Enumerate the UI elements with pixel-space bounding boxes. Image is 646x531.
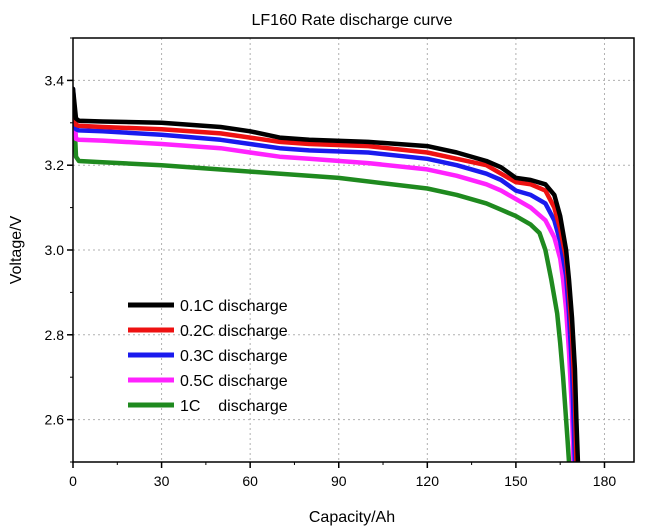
x-tick-label: 150 <box>504 473 528 489</box>
y-axis-title: Voltage/V <box>8 215 25 284</box>
legend-label: 0.3C discharge <box>180 348 288 365</box>
y-tick-label: 2.6 <box>45 412 65 428</box>
legend-label: 0.2C discharge <box>180 323 288 340</box>
y-tick-label: 3.4 <box>45 72 65 88</box>
legend: 0.1C discharge 0.2C discharge 0.3C dischar… <box>128 298 288 415</box>
grid-lines <box>73 38 634 462</box>
y-tick-label: 2.8 <box>45 327 65 343</box>
x-tick-label: 60 <box>242 473 258 489</box>
legend-label: 1C discharge <box>180 398 288 415</box>
legend-label: 0.1C discharge <box>180 298 288 315</box>
legend-label: 0.5C discharge <box>180 373 288 390</box>
y-tick-label: 3.0 <box>45 242 65 258</box>
series-line <box>73 86 578 462</box>
y-tick-label: 3.2 <box>45 157 65 173</box>
series-line <box>73 90 576 462</box>
chart-title: LF160 Rate discharge curve <box>252 12 453 29</box>
x-tick-label: 180 <box>593 473 617 489</box>
series-line <box>73 86 581 462</box>
series-lines <box>73 86 581 462</box>
x-tick-label: 30 <box>154 473 170 489</box>
x-axis-title: Capacity/Ah <box>309 509 395 526</box>
x-tick-label: 120 <box>416 473 440 489</box>
axis-ticks: 0 30 60 90 120 150 180 2.6 2.8 3.0 3.2 3.4 <box>45 37 617 489</box>
series-line <box>73 90 572 462</box>
x-tick-label: 0 <box>69 473 77 489</box>
x-tick-label: 90 <box>331 473 347 489</box>
